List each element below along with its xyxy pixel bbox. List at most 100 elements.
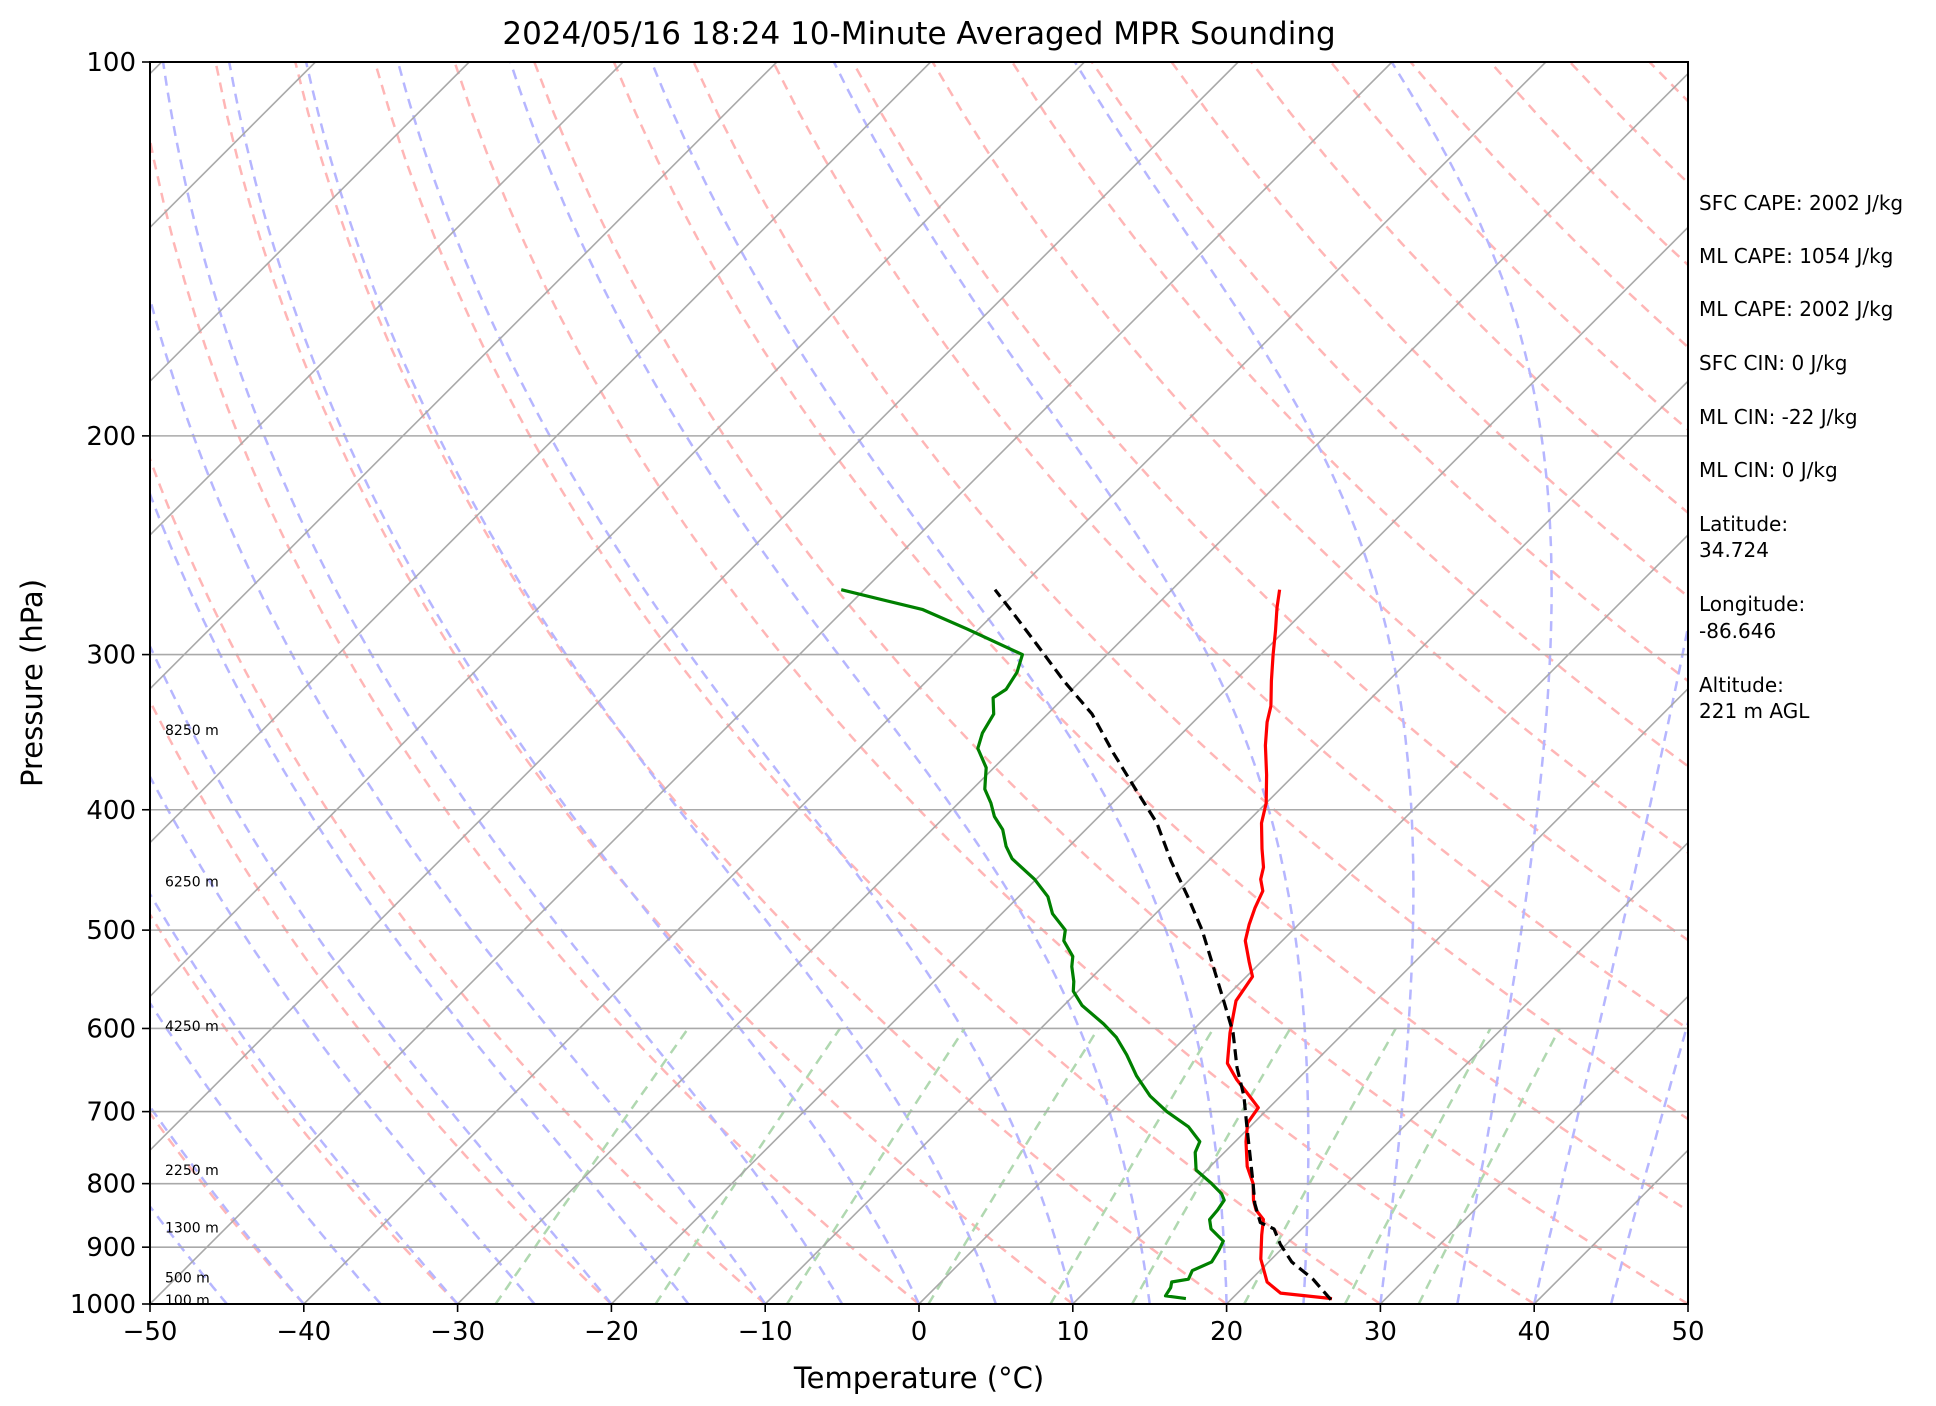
y-tick-label: 600 [86,1014,136,1044]
ml-cin-text: ML CIN: -22 J/kg [1699,405,1858,429]
ml-cape-text-2: ML CAPE: 2002 J/kg [1699,297,1893,321]
pressure-gridlines [150,61,1688,1305]
isotherm-line [150,62,470,383]
moist-adiabat-line [832,62,1310,1304]
moist-adiabat-line [150,891,459,1304]
moist-adiabat-line [1609,1018,1688,1304]
isotherm-line [764,380,1688,1304]
latitude-label: Latitude: [1699,512,1788,536]
sfc-cape-text: SFC CAPE: 2002 J/kg [1699,191,1903,215]
dry-adiabat-line [453,62,1535,1304]
moist-adiabat-line [150,643,613,1304]
mixing-ratio-line [927,1027,1100,1304]
x-tick-label: 10 [1056,1317,1089,1347]
isotherm-line [0,62,8,1304]
x-tick-label: −20 [584,1317,639,1347]
height-label: 100 m [165,1293,210,1309]
dry-adiabat-line [1170,62,1688,599]
y-tick-label: 700 [86,1098,136,1128]
isotherm-line [610,226,1688,1304]
isotherm-line [150,62,624,537]
parcel-profile-line [993,588,1333,1301]
isotherm-line [457,72,1688,1304]
reference-lines [0,62,1936,1304]
y-tick-label: 900 [86,1233,136,1263]
mixing-ratio-line [494,1027,690,1304]
dry-adiabat-line [772,62,1688,1031]
dry-adiabat-line [150,133,920,1304]
dry-adiabat-line [1011,62,1688,768]
height-label: 8250 m [165,723,219,739]
isotherm-line [150,62,778,690]
longitude-label: Longitude: [1699,592,1805,616]
x-tick-label: 20 [1210,1317,1243,1347]
height-label: 4250 m [165,1019,219,1035]
moist-adiabat-line [650,62,1228,1304]
moist-adiabat-line [161,62,844,1304]
x-tick-label: 30 [1364,1317,1397,1347]
y-tick-label: 100 [86,48,136,78]
moist-adiabat-line [1073,62,1415,1304]
moist-adiabat-line [1390,62,1553,1304]
dry-adiabat-line [214,62,1074,1304]
plot-frame [149,61,1689,1305]
sfc-cin-text: SFC CIN: 0 J/kg [1699,351,1847,375]
dry-adiabat-line [612,62,1688,1213]
y-tick-label: 1000 [70,1290,136,1320]
moist-adiabat-line [150,1204,228,1304]
x-tick-label: −50 [123,1317,178,1347]
height-label: 2250 m [165,1163,219,1179]
isotherm-line [150,62,1393,1304]
data-series [840,588,1333,1301]
dry-adiabat-line [851,62,1688,942]
moist-adiabat-line [1532,620,1688,1304]
y-tick-label: 500 [86,916,136,946]
altitude-value: 221 m AGL [1699,699,1810,723]
moist-adiabat-line [150,294,767,1304]
y-tick-label: 800 [86,1170,136,1200]
moist-adiabat-line [227,62,921,1304]
y-axis-ticks: 100 200 300 400 500 600 700 800 900 1000 [70,48,150,1320]
y-tick-label: 200 [86,422,136,452]
ml-cape-text: ML CAPE: 1054 J/kg [1699,244,1893,268]
height-label: 1300 m [165,1221,219,1237]
isotherm-line [150,62,1085,998]
dry-adiabat-line [294,62,1228,1304]
chart-title: 2024/05/16 18:24 10-Minute Averaged MPR … [502,16,1335,52]
isotherm-line [1226,841,1688,1304]
mixing-ratio-line [1417,1027,1561,1304]
isotherm-line [1379,995,1688,1304]
latitude-value: 34.724 [1699,538,1769,562]
isotherm-line [150,62,932,844]
ml-cin-text-2: ML CIN: 0 J/kg [1699,458,1838,482]
moist-adiabat-line [150,1000,382,1304]
moist-adiabat-line [304,62,998,1304]
dry-adiabat-line [150,912,459,1304]
dry-adiabat-line [1889,62,1936,1304]
isotherm-line [918,533,1688,1304]
x-tick-label: 50 [1671,1317,1704,1347]
annotation-panel: SFC CAPE: 2002 J/kg ML CAPE: 1054 J/kg M… [1699,191,1903,723]
x-axis-ticks: −50 −40 −30 −20 −10 0 10 20 30 40 50 [123,1304,1705,1347]
height-label: 500 m [165,1270,210,1286]
moist-adiabat-line [150,490,690,1304]
x-axis-label: Temperature (°C) [793,1361,1044,1395]
mixing-ratio-line [1343,1027,1492,1304]
mixing-ratio-line [654,1027,842,1304]
y-axis-label: Pressure (hPa) [15,579,49,787]
x-tick-label: −10 [738,1317,793,1347]
x-tick-label: 0 [911,1317,928,1347]
dry-adiabat-line [150,698,613,1304]
isotherm-line [1072,687,1688,1304]
height-labels: 8250 m 6250 m 4250 m 2250 m 1300 m 500 m 100 m [165,723,219,1309]
moist-adiabat-line [150,774,536,1304]
dewpoint-line [840,588,1226,1301]
moist-adiabat-line [396,62,1075,1304]
longitude-value: -86.646 [1699,619,1776,643]
moist-adiabat-line [509,62,1151,1304]
y-tick-label: 400 [86,796,136,826]
altitude-label: Altitude: [1699,673,1784,697]
isotherm-line [303,62,1547,1304]
x-tick-label: −30 [430,1317,485,1347]
